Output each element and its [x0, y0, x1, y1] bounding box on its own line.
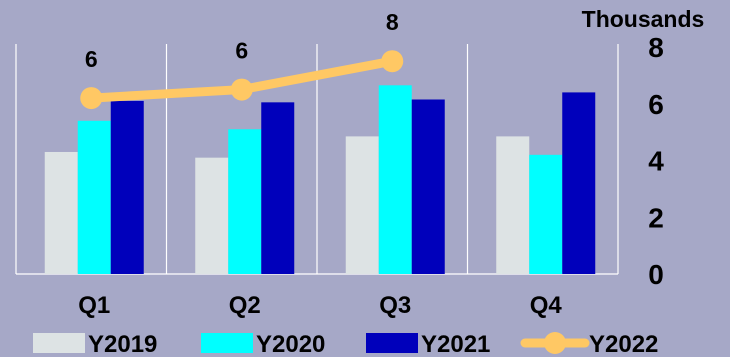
- y-axis-tick-labels: 0 2 4 6 8: [648, 32, 664, 290]
- bar-y2020-q3: [378, 85, 412, 275]
- y-tick-4: 4: [648, 146, 664, 177]
- y-tick-8: 8: [648, 32, 664, 63]
- legend-marker-y2022: [544, 332, 566, 354]
- bar-y2021-q3: [411, 99, 445, 275]
- bar-y2020-q4: [529, 154, 563, 274]
- legend-swatch-y2021: [366, 333, 418, 353]
- legend-label-y2021: Y2021: [421, 331, 490, 357]
- x-tick-q4: Q4: [530, 292, 563, 319]
- bar-y2019-q2: [195, 157, 229, 274]
- bar-y2019-q4: [496, 136, 530, 274]
- point-y2022-q1: [80, 87, 103, 110]
- bar-y2021-q1: [110, 100, 144, 274]
- x-tick-q2: Q2: [229, 292, 261, 319]
- bar-y2019-q3: [345, 136, 379, 274]
- y-tick-6: 6: [648, 89, 664, 120]
- data-labels: 6 6 8: [85, 9, 399, 72]
- point-y2022-q2: [230, 78, 253, 101]
- data-label-q3: 8: [386, 9, 399, 35]
- data-label-q1: 6: [85, 46, 98, 72]
- x-tick-q1: Q1: [78, 292, 110, 319]
- y-tick-2: 2: [648, 202, 664, 233]
- legend-swatch-y2020: [201, 333, 253, 353]
- bar-y2020-q2: [228, 129, 262, 274]
- bar-y2021-q2: [261, 102, 295, 274]
- bar-y2020-q1: [77, 120, 111, 275]
- bar-y2019-q1: [44, 151, 78, 274]
- bars: [44, 85, 596, 275]
- y-axis-unit-label: Thousands: [582, 6, 705, 32]
- x-tick-q3: Q3: [379, 292, 411, 319]
- legend-swatch-y2019: [33, 333, 85, 353]
- legend-label-y2022: Y2022: [589, 331, 658, 357]
- line-series: [80, 50, 404, 110]
- y-tick-0: 0: [648, 259, 664, 290]
- legend-label-y2020: Y2020: [256, 331, 325, 357]
- x-axis-tick-labels: Q1 Q2 Q3 Q4: [78, 292, 562, 319]
- bar-y2021-q4: [562, 92, 596, 275]
- legend-label-y2019: Y2019: [88, 331, 157, 357]
- legend: Y2019 Y2020 Y2021 Y2022: [33, 331, 658, 357]
- point-y2022-q3: [381, 50, 404, 73]
- data-label-q2: 6: [235, 38, 248, 64]
